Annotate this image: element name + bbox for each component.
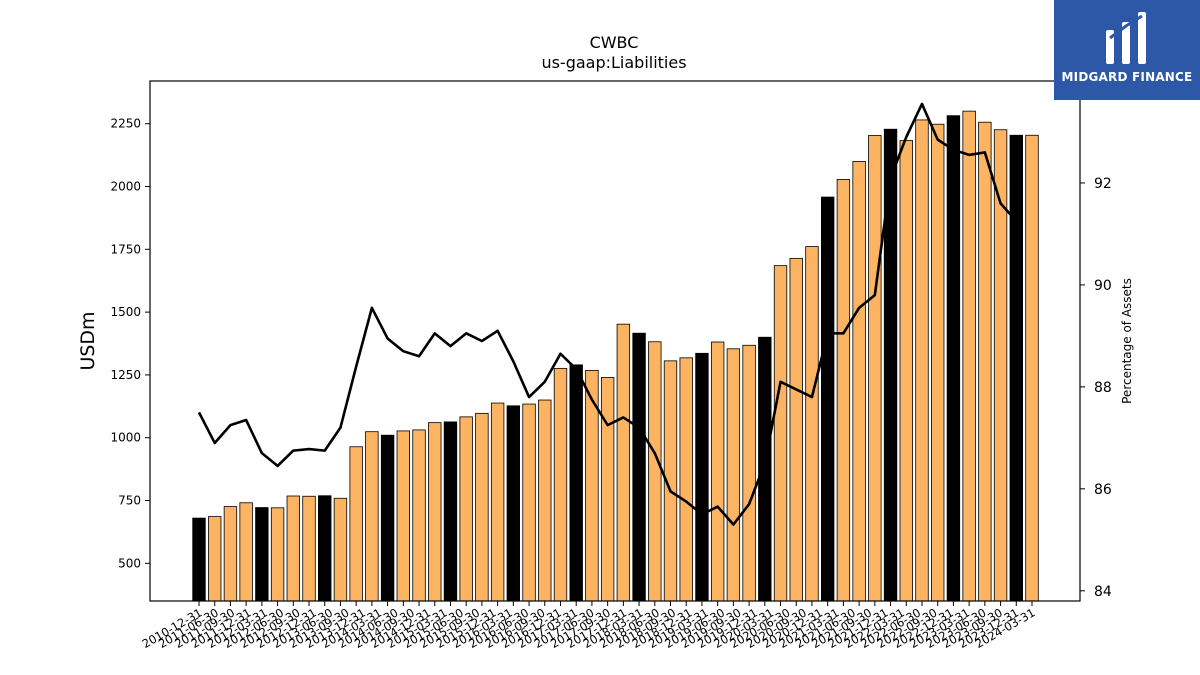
bar-2015-06-30 xyxy=(475,412,489,602)
bar-2015-12-31 xyxy=(506,405,521,602)
bar-2020-06-30 xyxy=(789,257,803,602)
x-axis-ticks: 2010-12-312011-06-302011-09-302011-12-31… xyxy=(140,601,1038,651)
bar-2014-06-30 xyxy=(412,429,426,602)
bar-2021-09-30 xyxy=(868,135,882,602)
bar-2012-09-30 xyxy=(302,495,316,602)
bar-2013-12-31 xyxy=(380,434,395,602)
bar-2017-09-30 xyxy=(616,323,631,602)
bar-2023-12-31 xyxy=(1009,134,1023,602)
chart-title: CWBC xyxy=(590,33,639,52)
bar-2018-09-30 xyxy=(679,357,693,602)
line-series xyxy=(197,102,1018,526)
bar-2020-03-31 xyxy=(773,265,788,602)
bar-2022-12-31 xyxy=(946,115,961,602)
brand-name: MIDGARD FINANCE xyxy=(1061,70,1193,84)
bar-2016-03-31 xyxy=(522,403,536,602)
bar-2012-03-31 xyxy=(270,507,285,602)
bar-2010-12-31 xyxy=(192,517,206,602)
y2-tick-label: 84 xyxy=(1094,584,1112,600)
y-tick-label: 1750 xyxy=(110,242,141,256)
bar-series xyxy=(192,110,1039,602)
bar-2018-03-31 xyxy=(648,341,662,602)
y-axis-label: USDm xyxy=(77,311,99,370)
bar-2011-06-30 xyxy=(223,506,238,602)
bar-2020-09-30 xyxy=(805,246,819,602)
bar-2023-06-30 xyxy=(978,121,992,602)
bar-2012-12-31 xyxy=(318,495,332,602)
chart-subtitle: us-gaap:Liabilities xyxy=(541,53,686,72)
bar-2019-09-30 xyxy=(742,344,756,602)
bar-2021-06-30 xyxy=(852,160,866,602)
y-tick-label: 1000 xyxy=(110,431,141,445)
bar-2019-12-31 xyxy=(758,336,772,602)
y-tick-label: 2250 xyxy=(110,117,141,131)
y2-tick-label: 92 xyxy=(1094,176,1112,192)
y-tick-label: 1250 xyxy=(110,368,141,382)
bar-2021-03-31 xyxy=(836,179,851,602)
bar-2016-06-30 xyxy=(538,399,552,602)
y-tick-label: 750 xyxy=(118,494,141,508)
bar-2011-03-31 xyxy=(208,516,222,602)
bar-2015-09-30 xyxy=(490,402,505,602)
bar-2013-06-30 xyxy=(349,446,363,602)
brand-logo: MIDGARD FINANCE xyxy=(1054,0,1200,100)
midgard-logo-icon xyxy=(1106,12,1146,64)
y-axis-ticks: 500 750 1000 1250 1500 1750 2000 2250 xyxy=(110,117,150,570)
plot-frame xyxy=(149,80,1081,602)
bar-2011-09-30 xyxy=(239,502,253,602)
bar-2014-03-31 xyxy=(396,430,410,602)
bar-2023-03-31 xyxy=(962,110,976,602)
bar-2019-06-30 xyxy=(726,348,741,602)
bar-2022-09-30 xyxy=(931,123,945,602)
y-tick-label: 1500 xyxy=(110,305,141,319)
bar-2017-12-31 xyxy=(632,332,646,602)
y2-axis-label: Percentage of Assets xyxy=(1120,278,1134,404)
bar-2016-09-30 xyxy=(553,367,568,602)
bar-2022-06-30 xyxy=(915,119,929,602)
bar-2014-12-31 xyxy=(443,421,458,602)
y-tick-label: 500 xyxy=(118,556,141,570)
bar-2011-12-31 xyxy=(255,507,269,602)
bar-2013-03-31 xyxy=(333,497,348,602)
bar-2018-12-31 xyxy=(695,352,709,602)
y2-axis-ticks: 84 86 88 90 92 xyxy=(1080,176,1112,600)
y-tick-label: 2000 xyxy=(110,180,141,194)
bar-2020-12-31 xyxy=(820,196,835,602)
bar-2012-06-30 xyxy=(286,495,300,602)
bar-2014-09-30 xyxy=(428,422,442,602)
bar-2021-12-31 xyxy=(883,128,898,602)
bar-2015-03-31 xyxy=(459,416,473,602)
bar-2022-03-31 xyxy=(899,140,913,602)
bar-2016-12-31 xyxy=(569,364,583,602)
y2-tick-label: 90 xyxy=(1094,278,1112,294)
y2-tick-label: 88 xyxy=(1094,380,1112,396)
bar-2017-06-30 xyxy=(600,377,615,602)
bar-2013-09-30 xyxy=(365,431,379,602)
percentage-line xyxy=(197,102,1018,526)
bar-2024-03-31 xyxy=(1025,134,1039,602)
y2-tick-label: 86 xyxy=(1094,482,1112,498)
bar-2019-03-31 xyxy=(710,341,725,602)
